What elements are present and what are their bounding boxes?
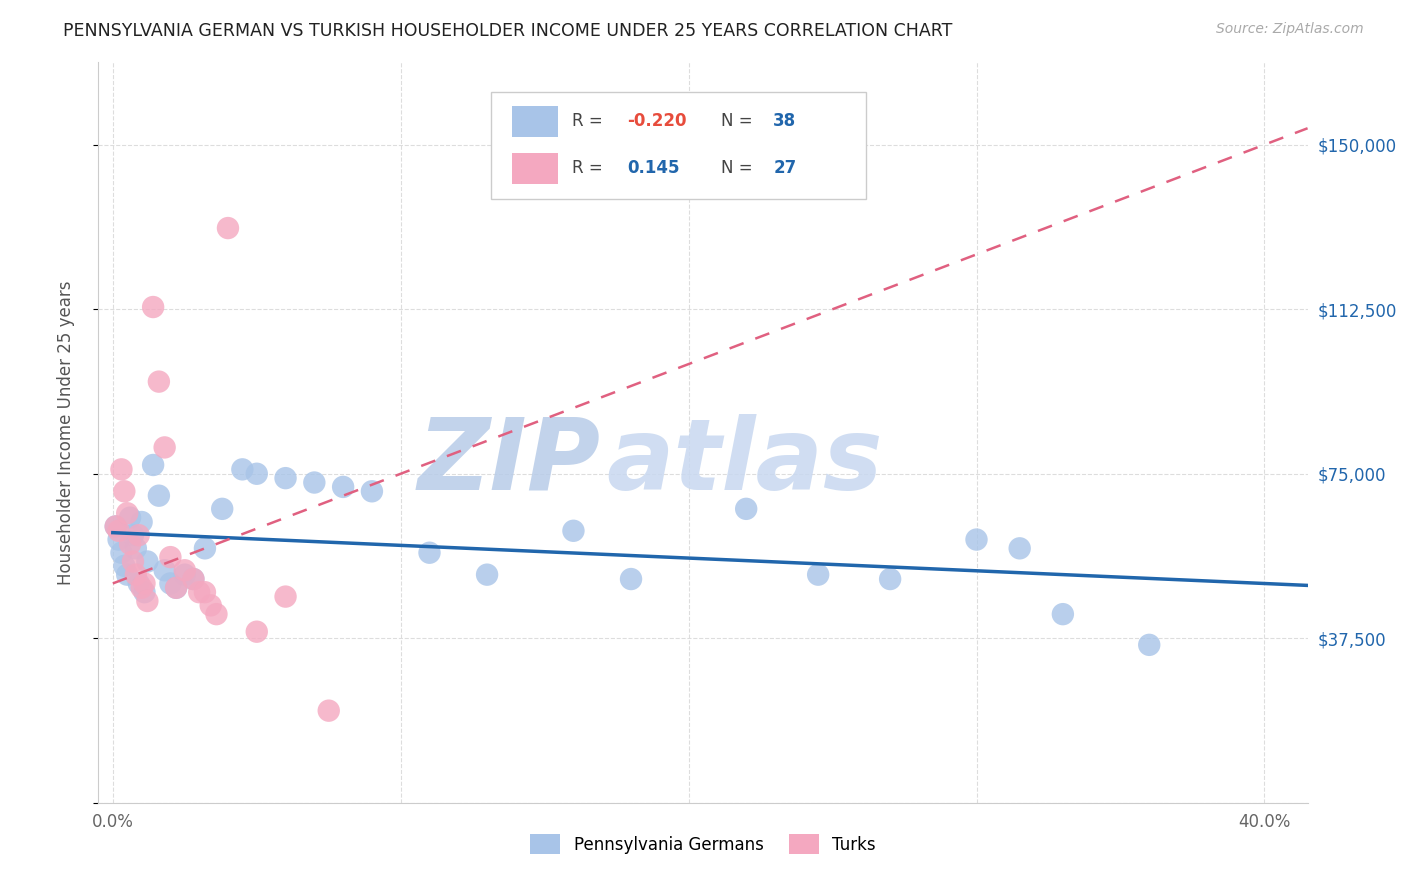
- Text: 27: 27: [773, 159, 796, 177]
- Point: [153, 441, 176, 455]
- Point: [332, 480, 354, 494]
- Text: N =: N =: [721, 112, 758, 130]
- Point: [231, 462, 253, 476]
- Text: atlas: atlas: [606, 414, 883, 511]
- Point: [735, 501, 758, 516]
- Point: [128, 576, 150, 591]
- Point: [128, 528, 150, 542]
- Point: [148, 375, 170, 389]
- Text: Source: ZipAtlas.com: Source: ZipAtlas.com: [1216, 22, 1364, 37]
- Point: [112, 484, 135, 499]
- Point: [159, 550, 181, 565]
- Text: PENNSYLVANIA GERMAN VS TURKISH HOUSEHOLDER INCOME UNDER 25 YEARS CORRELATION CHA: PENNSYLVANIA GERMAN VS TURKISH HOUSEHOLD…: [63, 22, 953, 40]
- Point: [318, 704, 340, 718]
- Point: [136, 554, 159, 568]
- Point: [217, 221, 239, 235]
- Point: [134, 585, 156, 599]
- Point: [879, 572, 901, 586]
- Point: [418, 546, 440, 560]
- Point: [110, 462, 132, 476]
- Point: [304, 475, 326, 490]
- Bar: [512, 106, 558, 137]
- Point: [107, 524, 129, 538]
- Text: ZIP: ZIP: [418, 414, 600, 511]
- Point: [142, 458, 165, 472]
- Point: [125, 541, 148, 556]
- Point: [165, 581, 187, 595]
- Point: [620, 572, 643, 586]
- Point: [562, 524, 585, 538]
- Point: [115, 506, 138, 520]
- Legend: Pennsylvania Germans, Turks: Pennsylvania Germans, Turks: [524, 828, 882, 861]
- Y-axis label: Householder Income Under 25 years: Householder Income Under 25 years: [56, 280, 75, 585]
- Point: [188, 585, 211, 599]
- Text: 0.145: 0.145: [627, 159, 679, 177]
- Bar: [512, 153, 558, 184]
- Point: [131, 515, 153, 529]
- Text: R =: R =: [572, 159, 609, 177]
- Text: N =: N =: [721, 159, 758, 177]
- Point: [142, 300, 165, 314]
- Point: [153, 563, 176, 577]
- Text: -0.220: -0.220: [627, 112, 686, 130]
- FancyBboxPatch shape: [492, 92, 866, 200]
- Point: [966, 533, 988, 547]
- Point: [125, 567, 148, 582]
- Text: R =: R =: [572, 112, 609, 130]
- Point: [183, 572, 205, 586]
- Point: [173, 567, 195, 582]
- Point: [274, 471, 297, 485]
- Point: [194, 541, 217, 556]
- Point: [1137, 638, 1160, 652]
- Point: [246, 467, 269, 481]
- Point: [183, 572, 205, 586]
- Point: [1052, 607, 1074, 622]
- Point: [104, 519, 127, 533]
- Point: [246, 624, 269, 639]
- Point: [107, 533, 129, 547]
- Point: [134, 576, 156, 591]
- Point: [475, 567, 498, 582]
- Point: [1008, 541, 1031, 556]
- Point: [120, 537, 142, 551]
- Point: [104, 519, 127, 533]
- Point: [112, 558, 135, 573]
- Point: [173, 563, 195, 577]
- Point: [200, 599, 222, 613]
- Point: [131, 581, 153, 595]
- Point: [120, 510, 142, 524]
- Point: [110, 546, 132, 560]
- Point: [194, 585, 217, 599]
- Point: [136, 594, 159, 608]
- Point: [361, 484, 384, 499]
- Point: [274, 590, 297, 604]
- Point: [165, 581, 187, 595]
- Point: [115, 567, 138, 582]
- Point: [148, 489, 170, 503]
- Point: [807, 567, 830, 582]
- Text: 38: 38: [773, 112, 796, 130]
- Point: [159, 576, 181, 591]
- Point: [122, 528, 145, 542]
- Point: [211, 501, 233, 516]
- Point: [122, 554, 145, 568]
- Point: [205, 607, 228, 622]
